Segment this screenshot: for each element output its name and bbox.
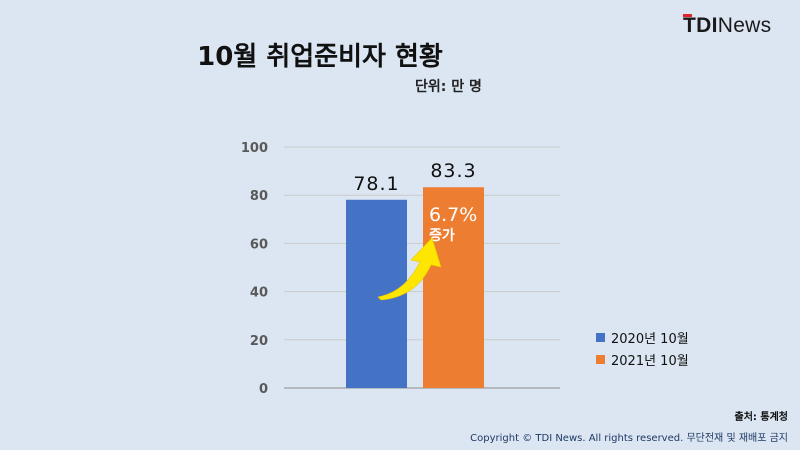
data-label-0: 78.1 [353, 173, 399, 195]
chart-title: 10월 취업준비자 현황 [197, 42, 443, 72]
y-tick-label: 60 [250, 237, 268, 252]
copyright-notice: Copyright © TDI News. All rights reserve… [470, 433, 788, 444]
bars [346, 187, 484, 388]
annotation: 6.7% 증가 [377, 204, 477, 301]
logo-brand-light: News [717, 14, 772, 37]
legend-swatch-2021 [596, 354, 605, 364]
source-note: 출처: 통계청 [734, 412, 788, 423]
grid-lines [284, 146, 560, 389]
data-label-1: 83.3 [430, 160, 476, 182]
bar-1 [423, 187, 484, 388]
logo-brand-bold: TDI [683, 14, 718, 37]
y-tick-label: 100 [241, 141, 268, 156]
y-tick-label: 80 [250, 189, 268, 204]
y-tick-label: 20 [250, 334, 268, 349]
legend-swatch-2020 [596, 332, 605, 342]
legend-item-2020: 2020년 10월 [596, 326, 689, 348]
tdi-news-logo: TDINews [683, 14, 771, 38]
annotation-text: 증가 [429, 228, 455, 244]
data-labels: 78.1 83.3 [353, 160, 476, 195]
y-axis-ticks: 0 20 40 60 80 100 [241, 141, 268, 397]
increase-arrow-icon [377, 237, 442, 301]
legend-item-2021: 2021년 10월 [596, 348, 689, 370]
y-tick-label: 40 [250, 286, 268, 301]
y-tick-label: 0 [259, 382, 268, 397]
legend-label-2021: 2021년 10월 [611, 353, 689, 369]
legend-label-2020: 2020년 10월 [611, 331, 689, 347]
unit-label: 단위: 만 명 [415, 79, 482, 95]
legend: 2020년 10월 2021년 10월 [596, 326, 689, 370]
logo-mark-icon [683, 14, 693, 38]
annotation-percent: 6.7% [429, 204, 477, 226]
